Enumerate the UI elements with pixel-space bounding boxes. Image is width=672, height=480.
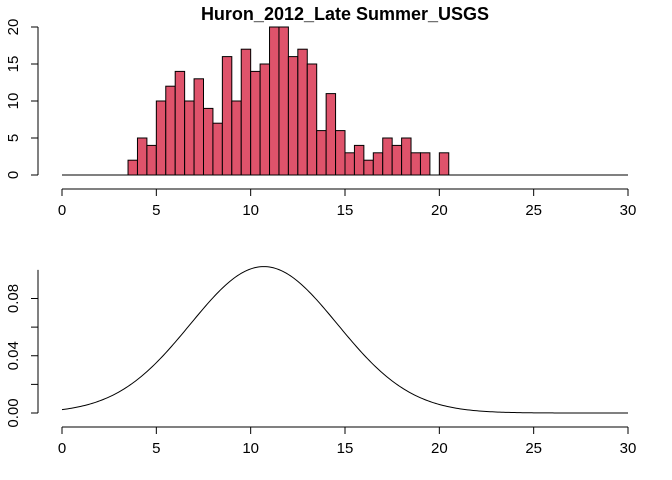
x-tick-label: 25 [525, 202, 542, 219]
y-tick-label: 0.04 [5, 341, 22, 370]
histogram-bar [184, 100, 195, 176]
histogram-chart: Huron_2012_Late Summer_USGS 0 5 10 15 20 25 30… [5, 4, 636, 219]
histogram-bar [127, 159, 138, 176]
histogram-bars [127, 26, 450, 176]
x-tick-label: 20 [431, 440, 448, 457]
histogram-bar [250, 70, 261, 176]
y-tick-label: 0 [5, 171, 22, 179]
histogram-bar [174, 70, 186, 176]
histogram-bar [306, 63, 318, 176]
histogram-bar [382, 137, 393, 176]
histogram-bar [231, 100, 242, 176]
y-tick-label: 0.08 [5, 284, 22, 313]
histogram-bar [136, 137, 148, 176]
histogram-bar [269, 26, 280, 176]
density-curve [61, 266, 628, 414]
histogram-bar [278, 26, 289, 176]
y-tick-label: 20 [5, 19, 22, 36]
histogram-bar [438, 152, 450, 176]
chart-title: Huron_2012_Late Summer_USGS [201, 4, 489, 24]
x-tick-label: 30 [620, 202, 637, 219]
histogram-bar [240, 48, 252, 176]
histogram-y-axis: 0 5 10 15 20 [5, 19, 39, 179]
histogram-bar [401, 137, 412, 176]
y-tick-label: 15 [5, 56, 22, 73]
histogram-bar [353, 144, 365, 176]
x-tick-label: 30 [620, 440, 637, 457]
y-tick-label: 10 [5, 93, 22, 110]
x-tick-label: 10 [242, 202, 259, 219]
x-tick-label: 5 [152, 440, 160, 457]
histogram-bar [363, 159, 374, 176]
histogram-bar [221, 56, 233, 176]
histogram-bar [391, 144, 403, 176]
x-tick-label: 15 [337, 202, 354, 219]
x-tick-label: 5 [152, 202, 160, 219]
histogram-bar [193, 78, 204, 176]
histogram-bar [287, 56, 299, 176]
histogram-x-axis: 0 5 10 15 20 25 30 [58, 188, 637, 219]
density-chart: 0 5 10 15 20 25 30 0.00 0.04 0.08 [5, 266, 637, 457]
histogram-bar [155, 100, 167, 176]
histogram-bar [316, 130, 327, 176]
histogram-bar [419, 152, 431, 176]
x-tick-label: 25 [525, 440, 542, 457]
histogram-bar [212, 122, 223, 176]
histogram-bar [410, 152, 421, 176]
histogram-bar [335, 130, 346, 176]
x-tick-label: 20 [431, 202, 448, 219]
histogram-bar [203, 107, 214, 176]
histogram-bar [325, 93, 337, 176]
histogram-bar [259, 63, 271, 176]
x-tick-label: 0 [58, 202, 66, 219]
density-x-axis: 0 5 10 15 20 25 30 [58, 426, 637, 457]
histogram-bar [297, 48, 308, 176]
x-tick-label: 10 [242, 440, 259, 457]
histogram-bar [165, 85, 176, 176]
y-tick-label: 0.00 [5, 398, 22, 427]
histogram-bar [372, 152, 384, 176]
histogram-bar [344, 152, 355, 176]
y-tick-label: 5 [5, 134, 22, 142]
x-tick-label: 15 [337, 440, 354, 457]
density-y-axis: 0.00 0.04 0.08 [5, 269, 39, 428]
x-tick-label: 0 [58, 440, 66, 457]
histogram-bar [146, 144, 157, 176]
